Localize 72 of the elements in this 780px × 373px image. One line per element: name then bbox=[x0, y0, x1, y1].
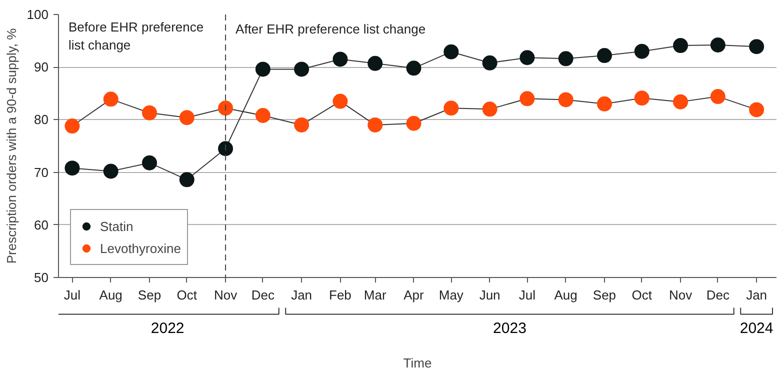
annotation: Before EHR preference list change bbox=[68, 20, 204, 52]
point bbox=[634, 90, 650, 106]
point bbox=[444, 44, 459, 60]
x-tick-label: Dec bbox=[706, 288, 730, 302]
x-tick-label: Jul bbox=[64, 288, 81, 302]
point bbox=[673, 94, 688, 110]
x-tick-label: Nov bbox=[214, 288, 238, 302]
point bbox=[749, 102, 764, 118]
y-tick-label: 50 bbox=[34, 270, 49, 285]
x-tick-label: Jun bbox=[479, 288, 500, 302]
point bbox=[218, 141, 234, 156]
point bbox=[749, 39, 764, 54]
point bbox=[142, 105, 157, 120]
point bbox=[64, 160, 80, 176]
point bbox=[218, 100, 234, 116]
x-axis-title: Time bbox=[403, 356, 432, 370]
point bbox=[406, 116, 422, 131]
y-tick-label: 80 bbox=[34, 112, 49, 128]
point bbox=[294, 117, 310, 132]
point bbox=[558, 92, 574, 108]
point bbox=[332, 94, 348, 109]
x-tick-label: May bbox=[438, 288, 464, 302]
y-axis-title: Prescription orders with a 90-d supply, % bbox=[4, 28, 19, 264]
point bbox=[179, 110, 194, 126]
point bbox=[444, 100, 459, 116]
x-tick-label: Aug bbox=[554, 288, 578, 302]
point bbox=[255, 108, 270, 123]
point bbox=[710, 38, 726, 52]
x-tick-label: Jan bbox=[746, 288, 768, 302]
point bbox=[710, 89, 726, 104]
y-tick-label: 100 bbox=[26, 7, 49, 22]
point bbox=[294, 62, 310, 77]
point bbox=[64, 118, 80, 134]
point bbox=[596, 96, 612, 112]
legend-label: Levothyroxine bbox=[100, 240, 181, 256]
point bbox=[596, 48, 612, 64]
point bbox=[482, 102, 498, 117]
x-tick-label: Jul bbox=[518, 288, 536, 302]
y-tick-label: 90 bbox=[34, 60, 49, 75]
point bbox=[558, 51, 574, 66]
text: 2024 bbox=[740, 320, 774, 338]
point bbox=[406, 60, 422, 76]
text: 2022 bbox=[150, 320, 184, 338]
point bbox=[103, 92, 118, 107]
point bbox=[255, 62, 270, 77]
point bbox=[673, 38, 688, 54]
x-tick-label: Nov bbox=[668, 288, 693, 302]
x-tick-label: Oct bbox=[176, 288, 198, 302]
point bbox=[179, 172, 194, 188]
x-tick-label: Jan bbox=[291, 288, 312, 302]
x-tick-label: Sep bbox=[138, 288, 162, 302]
point bbox=[103, 164, 118, 179]
point bbox=[142, 155, 157, 170]
y-tick-label: 70 bbox=[34, 164, 49, 180]
point bbox=[634, 44, 650, 59]
x-tick-label: Mar bbox=[364, 288, 387, 302]
x-tick-label: Apr bbox=[404, 288, 425, 302]
x-tick-label: Feb bbox=[329, 288, 352, 302]
point bbox=[368, 117, 383, 132]
y-tick-label: 60 bbox=[34, 217, 49, 232]
x-tick-label: Sep bbox=[592, 288, 616, 302]
point bbox=[520, 50, 535, 66]
x-tick-label: Dec bbox=[251, 288, 275, 302]
x-tick-label: Oct bbox=[632, 288, 652, 302]
text: 2023 bbox=[493, 320, 526, 338]
x-tick-label: Aug bbox=[99, 288, 122, 302]
point bbox=[332, 52, 348, 67]
ref-line-label: After EHR preference list change bbox=[236, 22, 426, 36]
legend-label: Statin bbox=[100, 218, 134, 234]
point bbox=[368, 56, 383, 71]
point bbox=[520, 91, 535, 106]
point bbox=[482, 55, 498, 70]
